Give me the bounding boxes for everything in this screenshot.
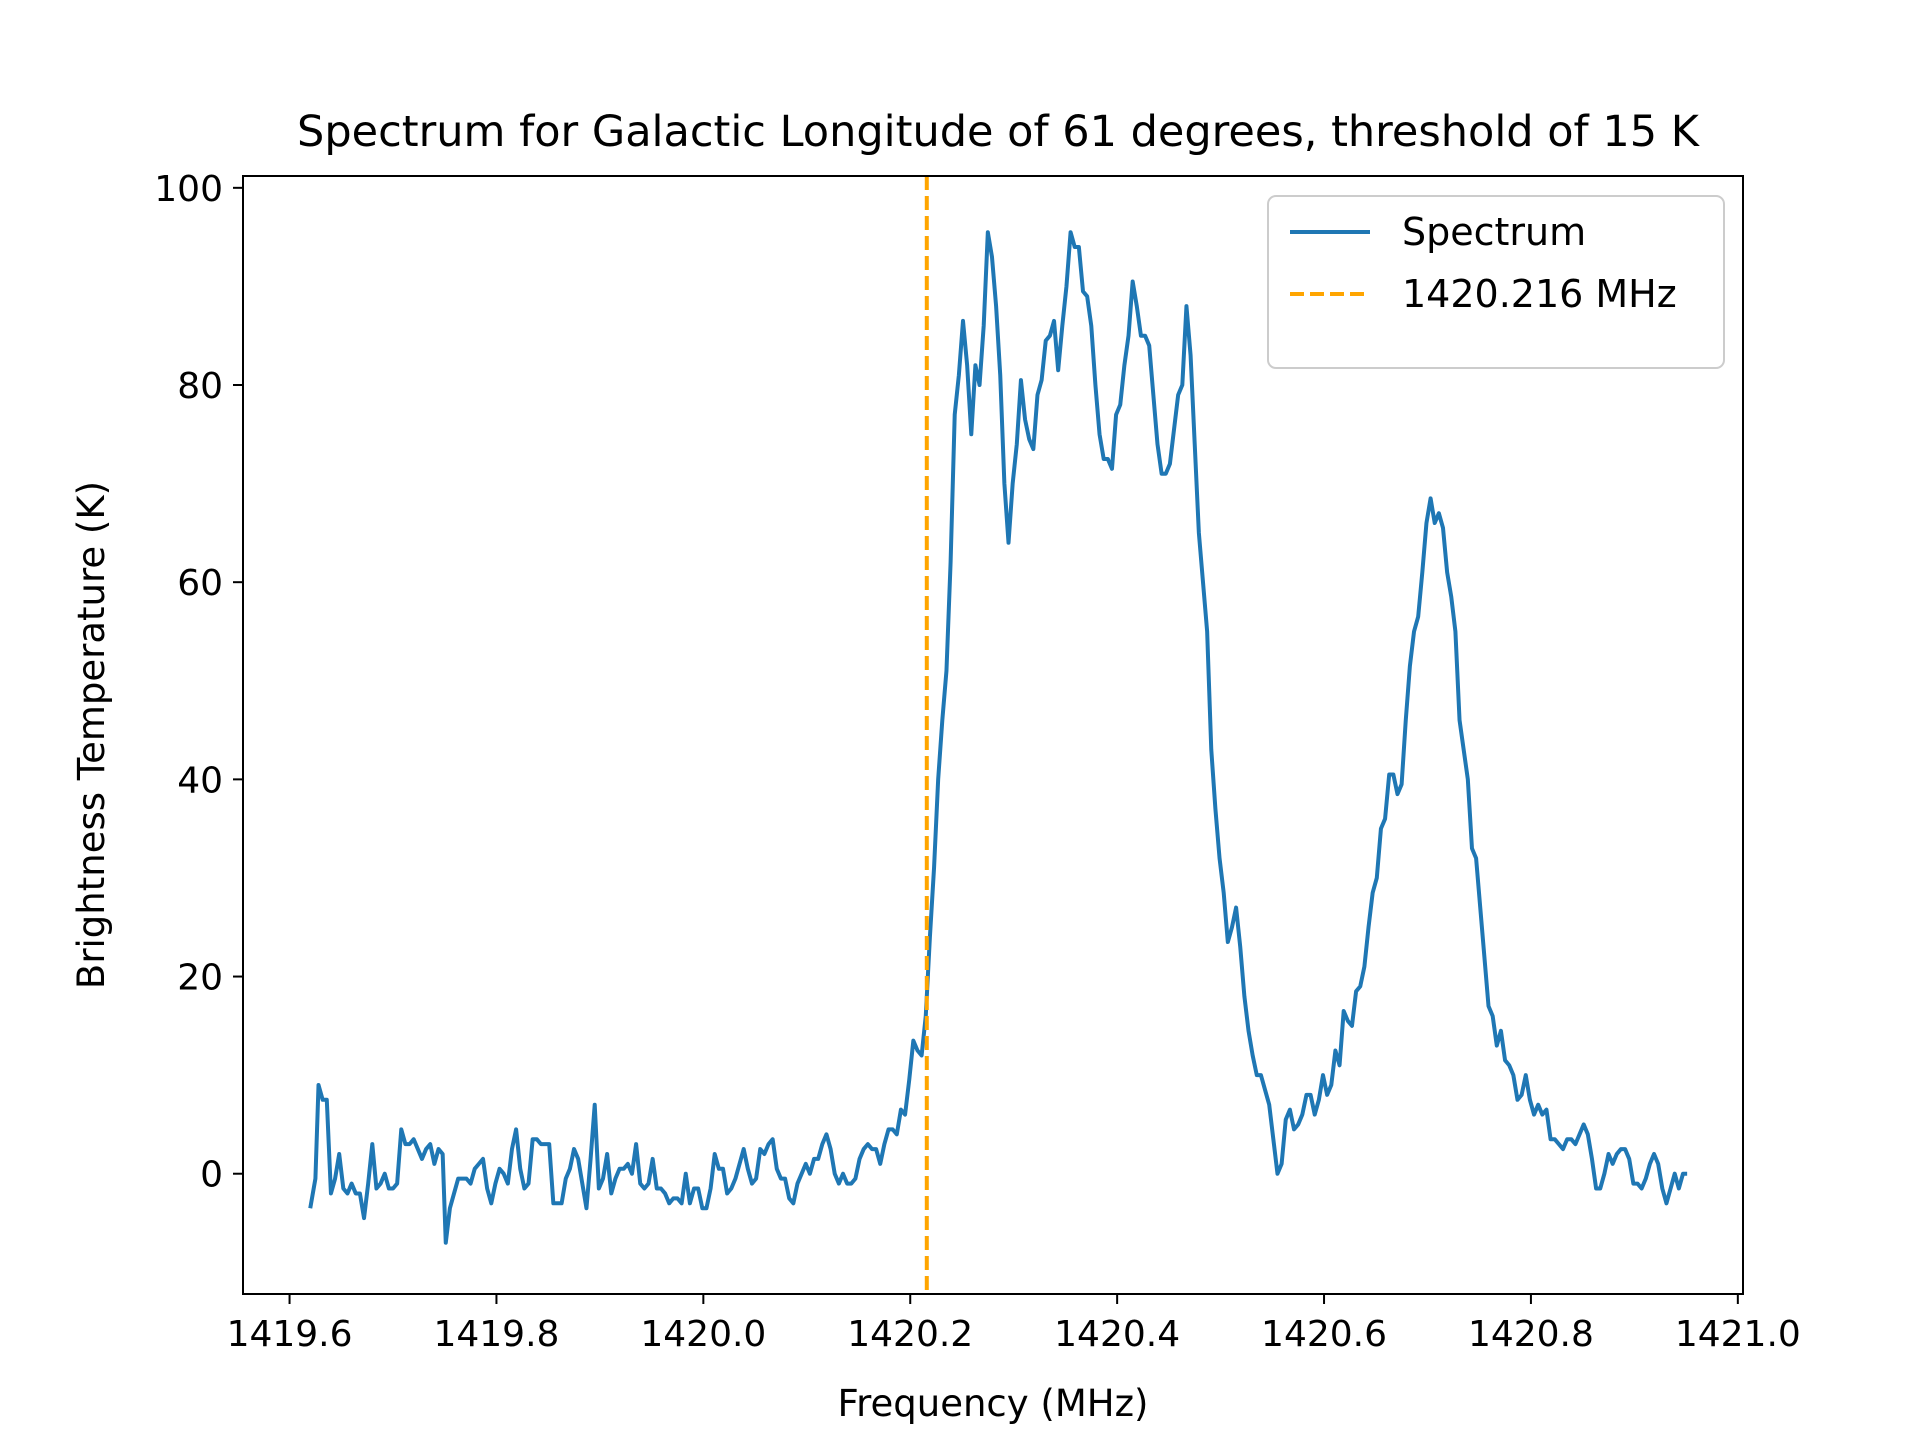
y-tick-label: 20 [177,958,223,999]
x-tick-label: 1419.8 [433,1314,559,1355]
legend: Spectrum 1420.216 MHz [1267,195,1725,369]
plot-area [308,176,1688,1294]
y-tick-label: 80 [177,366,223,407]
y-axis: 0 20 40 60 80 100 [154,169,243,1196]
chart-title: Spectrum for Galactic Longitude of 61 de… [297,107,1701,157]
x-tick-label: 1421.0 [1675,1314,1801,1355]
x-axis-label: Frequency (MHz) [838,1382,1149,1425]
x-tick-label: 1420.4 [1054,1314,1180,1355]
x-tick-label: 1420.8 [1468,1314,1594,1355]
y-axis-label: Brightness Temperature (K) [70,481,113,989]
legend-label-reference: 1420.216 MHz [1402,272,1677,316]
x-tick-label: 1420.0 [640,1314,766,1355]
series-layer [308,176,1688,1294]
series-line-0 [308,230,1688,1245]
y-tick-label: 40 [177,760,223,801]
x-tick-label: 1419.6 [227,1314,353,1355]
x-tick-label: 1420.2 [847,1314,973,1355]
plot-frame [242,175,1744,1295]
x-tick-label: 1420.6 [1261,1314,1387,1355]
legend-box [1267,195,1725,369]
legend-label-spectrum: Spectrum [1402,210,1586,254]
y-tick-label: 100 [154,169,223,210]
y-tick-label: 60 [177,563,223,604]
x-axis: 1419.6 1419.8 1420.0 1420.2 1420.4 1420.6 1420… [227,1294,1801,1355]
y-tick-label: 0 [200,1155,223,1196]
